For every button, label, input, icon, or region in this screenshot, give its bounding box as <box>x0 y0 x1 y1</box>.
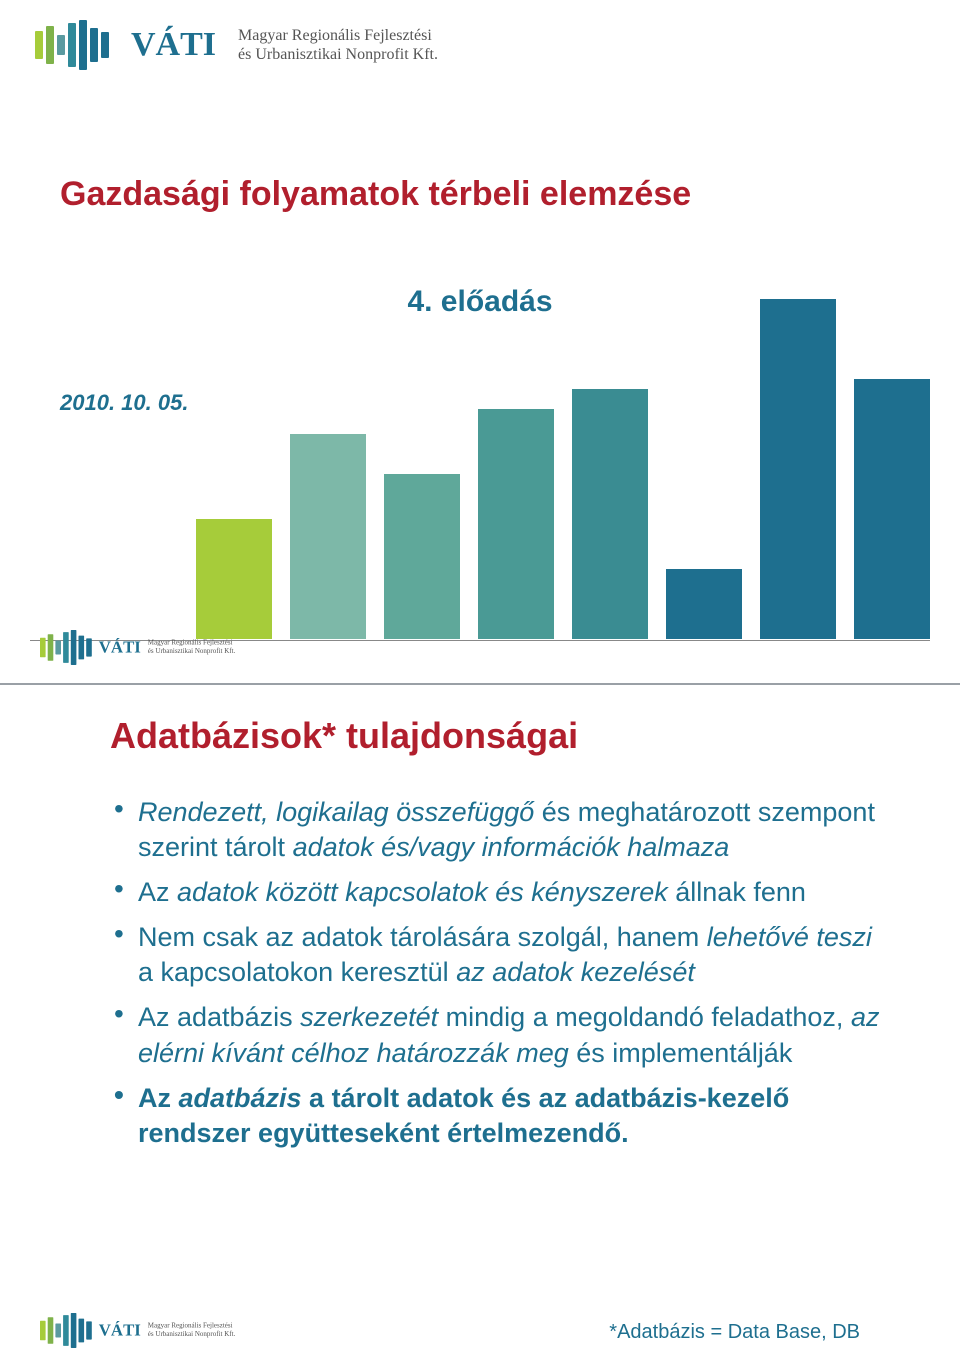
slide1-title: Gazdasági folyamatok térbeli elemzése <box>60 175 691 214</box>
vati-logo: VÁTI <box>131 26 216 64</box>
logo-bar-icon <box>48 1317 54 1344</box>
slide2-title: Adatbázisok* tulajdonságai <box>110 715 578 757</box>
bullet-run: Az adatbázis <box>138 1002 300 1032</box>
logo-bar-icon <box>71 630 77 665</box>
bullet-run: az adatok kezelését <box>456 957 695 987</box>
deco-bar <box>478 409 554 639</box>
deco-bar <box>854 379 930 639</box>
vati-wordmark: VÁTI <box>131 26 216 63</box>
vati-wordmark: VÁTI <box>99 638 141 657</box>
bullet-run: Az <box>138 1083 179 1113</box>
vati-subtitle: Magyar Regionális Fejlesztési és Urbanis… <box>148 1322 235 1339</box>
logo-bar-icon <box>46 26 54 64</box>
bullet-run: Rendezett, logikailag összefüggő <box>138 797 534 827</box>
bullet-item: Nem csak az adatok tárolására szolgál, h… <box>110 920 880 990</box>
deco-bar <box>290 434 366 639</box>
deco-bar <box>572 389 648 639</box>
logo-bar-icon <box>63 1315 69 1346</box>
footer-logo: VÁTI Magyar Regionális Fejlesztési és Ur… <box>40 1313 235 1348</box>
deco-bar <box>666 569 742 639</box>
bullet-run: a kapcsolatokon keresztül <box>138 957 456 987</box>
logo-bar-icon <box>79 636 85 660</box>
decorative-bar-chart <box>196 299 930 639</box>
slide-2: Adatbázisok* tulajdonságai Rendezett, lo… <box>0 683 960 1366</box>
vati-wordmark: VÁTI <box>99 1321 141 1340</box>
logo-bar-icon <box>55 1324 61 1338</box>
slide1-date: 2010. 10. 05. <box>60 390 188 416</box>
logo-bar-icon <box>55 641 61 655</box>
bullet-run: szerkezetét <box>300 1002 438 1032</box>
logo-bar-icon <box>79 1319 85 1343</box>
logo-bar-icon <box>71 1313 77 1348</box>
logo-bars-icon <box>40 1313 92 1348</box>
logo-bar-icon <box>35 31 43 59</box>
bullet-run: és implementálják <box>569 1038 793 1068</box>
logo-bar-icon <box>101 32 109 58</box>
vati-subtitle: Magyar Regionális Fejlesztési és Urbanis… <box>148 639 235 656</box>
bullet-run: Az <box>138 877 177 907</box>
logo-bar-icon <box>90 28 98 62</box>
footer-logo: VÁTI Magyar Regionális Fejlesztési és Ur… <box>40 630 235 665</box>
logo-bars-icon <box>40 630 92 665</box>
logo-bar-icon <box>68 23 76 67</box>
bullet-run: lehetővé teszi <box>707 922 872 952</box>
logo-bar-icon <box>48 634 54 661</box>
slide2-footnote: *Adatbázis = Data Base, DB <box>609 1321 860 1344</box>
bullet-item: Az adatbázis szerkezetét mindig a megold… <box>110 1000 880 1070</box>
bullet-run: Nem csak az adatok tárolására szolgál, h… <box>138 922 707 952</box>
bullet-run: adatok és/vagy információk halmaza <box>293 832 730 862</box>
logo-bar-icon <box>40 1321 46 1341</box>
vati-subtitle: Magyar Regionális Fejlesztési és Urbanis… <box>238 26 438 64</box>
bullet-item: Az adatbázis a tárolt adatok és az adatb… <box>110 1081 880 1151</box>
bullet-item: Az adatok között kapcsolatok és kényszer… <box>110 875 880 910</box>
deco-bar <box>384 474 460 639</box>
bullet-item: Rendezett, logikailag összefüggő és megh… <box>110 795 880 865</box>
logo-bar-icon <box>40 638 46 658</box>
logo-bar-icon <box>57 35 65 55</box>
logo-bars-icon <box>35 20 109 70</box>
logo-bar-icon <box>63 632 69 663</box>
deco-bar <box>760 299 836 639</box>
bullet-run: adatbázis <box>179 1083 302 1113</box>
logo-bar-icon <box>86 1321 92 1339</box>
logo-bar-icon <box>86 638 92 656</box>
vati-subtitle-line1: Magyar Regionális Fejlesztési <box>238 26 438 45</box>
slide2-body: Rendezett, logikailag összefüggő és megh… <box>110 795 880 1161</box>
bullet-run: mindig a megoldandó feladathoz, <box>438 1002 851 1032</box>
slide-1: VÁTI Magyar Regionális Fejlesztési és Ur… <box>0 0 960 683</box>
logo-bar-icon <box>79 20 87 70</box>
bullet-run: adatok között kapcsolatok és kényszerek <box>177 877 668 907</box>
bullet-run: állnak fenn <box>668 877 806 907</box>
header: VÁTI Magyar Regionális Fejlesztési és Ur… <box>35 20 438 70</box>
vati-subtitle-line2: és Urbanisztikai Nonprofit Kft. <box>238 45 438 64</box>
deco-bar <box>196 519 272 639</box>
